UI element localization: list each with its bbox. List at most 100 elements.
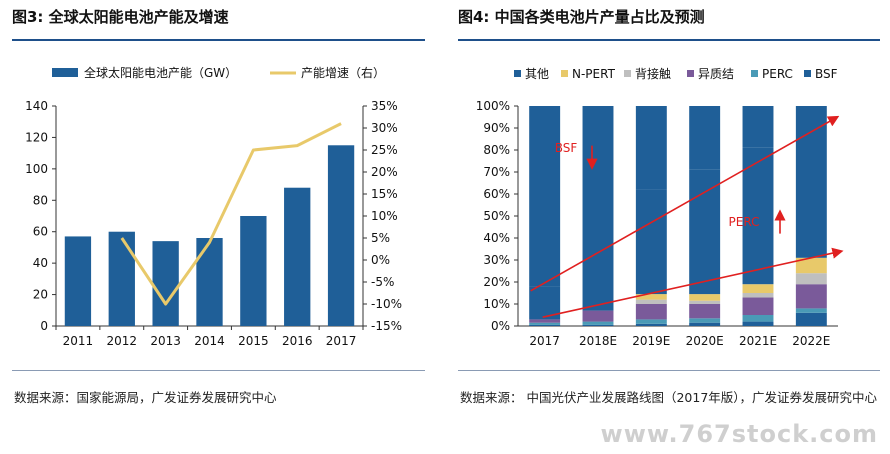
legend-label: 背接触 [635,66,671,81]
stack-segment-BSF [635,323,667,326]
capacity-bar [196,238,223,326]
figure-4-source: 数据来源： 中国光伏产业发展路线图（2017年版），广发证券发展研究中心 [460,390,878,405]
right-y-tick-label: -5% [371,275,394,289]
y-tick-label: 60% [483,187,510,201]
stack-segment-异质结 [582,310,614,322]
legend-swatch [687,70,694,77]
stack-segment-背接触 [689,300,721,304]
left-y-tick-label: 100 [25,162,48,176]
stack-segment-其他 [635,189,667,295]
right-y-tick-label: 15% [371,187,398,201]
legend-label: BSF [815,67,838,81]
stack-segment-N-PERT [689,294,721,301]
stack-segment-异质结 [635,304,667,320]
stack-segment-BSF [689,322,721,326]
stack-segment-N-PERT [635,294,667,300]
stack-segment-BSF [742,321,774,326]
stack-segment-其他 [635,106,667,190]
capacity-bar [108,231,135,326]
x-tick-label: 2015 [238,334,269,348]
right-y-tick-label: 10% [371,209,398,223]
stack-segment-N-PERT [742,284,774,293]
figure-3-panel: 图3: 全球太阳能电池产能及增速 全球太阳能电池产能（GW） 产能增速（右） 0 20… [0,0,435,454]
left-y-tick-label: 140 [25,99,48,113]
watermark: www.767stock.com [600,420,878,448]
y-tick-label: 80% [483,143,510,157]
capacity-bar [240,216,267,326]
cell-share-chart: 其他 N-PERT 背接触 异质结 PERC BSF 0% 10% 20% 30% 40% 50% 60… [476,66,844,348]
legend-swatch-capacity [52,68,78,77]
stack-segment-PERC [689,318,721,323]
right-y-tick-label: 0% [371,253,390,267]
stack-segment-其他 [582,238,614,311]
stack-segment-其他 [529,106,561,287]
y-tick-label: 10% [483,297,510,311]
annotation-bsf: BSF [555,141,578,155]
figure-3-source: 数据来源：国家能源局，广发证券发展研究中心 [14,390,277,405]
x-tick-label: 2017 [326,334,357,348]
right-y-tick-label: 20% [371,165,398,179]
legend-label: N-PERT [572,67,616,81]
x-tick-label: 2011 [63,334,94,348]
left-y-tick-label: 80 [33,193,48,207]
stack-segment-异质结 [529,319,561,323]
stack-segment-BSF [582,324,614,326]
stack-segment-其他 [689,106,721,170]
legend-label-capacity: 全球太阳能电池产能（GW） [84,65,237,80]
annotation-perc: PERC [729,215,760,229]
stack-segment-其他 [742,147,774,285]
figure-3-title: 图3: 全球太阳能电池产能及增速 [12,8,229,26]
legend-label-growth: 产能增速（右） [301,65,385,80]
trend-arrow-upper [530,115,840,292]
legend-swatch [514,70,521,77]
stack-segment-其他 [795,117,827,258]
left-y-tick-label: 60 [33,225,48,239]
capacity-bar [64,236,92,326]
x-tick-label: 2016 [282,334,313,348]
stack-segment-其他 [795,106,827,117]
y-tick-label: 40% [483,231,510,245]
left-y-tick-label: 40 [33,256,48,270]
left-y-tick-label: 20 [33,288,48,302]
y-tick-label: 90% [483,121,510,135]
x-tick-label: 2021E [739,334,777,348]
right-y-tick-label: 25% [371,143,398,157]
stack-segment-异质结 [795,284,827,309]
stack-segment-其他 [742,106,774,148]
y-tick-label: 20% [483,275,510,289]
left-y-tick-label: 120 [25,130,48,144]
figure-4-title: 图4: 中国各类电池片产量占比及预测 [458,8,705,26]
stack-segment-其他 [689,169,721,295]
right-y-tick-label: -15% [371,319,402,333]
trend-arrow-lower [542,247,844,318]
capacity-bar [152,241,179,326]
x-tick-label: 2013 [150,334,181,348]
stack-segment-PERC [529,322,561,325]
capacity-bar [327,145,355,326]
right-y-tick-label: -10% [371,297,402,311]
x-tick-label: 2017 [529,334,560,348]
right-y-tick-label: 5% [371,231,390,245]
stack-segment-N-PERT [795,257,827,274]
stack-segment-其他 [582,106,614,238]
stack-segment-PERC [795,308,827,313]
y-tick-label: 70% [483,165,510,179]
stack-segment-PERC [742,315,774,322]
stack-segment-BSF [795,312,827,326]
capacity-bar [284,187,311,326]
stack-segment-PERC [635,319,667,324]
stack-segment-PERC [582,321,614,325]
stack-segment-BSF [529,324,561,326]
figure-3-title-rule [12,39,425,41]
legend-swatch [624,70,631,77]
figure-4-source-rule [458,370,880,371]
figure-4-title-rule [458,39,880,41]
legend-swatch [751,70,758,77]
legend-label: 其他 [525,67,549,81]
legend-label: 异质结 [698,67,734,81]
stack-segment-背接触 [742,293,774,298]
legend-swatch [561,70,568,77]
right-y-tick-label: 30% [371,121,398,135]
legend-label: PERC [762,67,793,81]
figure-4-panel: 图4: 中国各类电池片产量占比及预测 其他 N-PERT 背接触 异质结 PERC BSF… [446,0,890,454]
